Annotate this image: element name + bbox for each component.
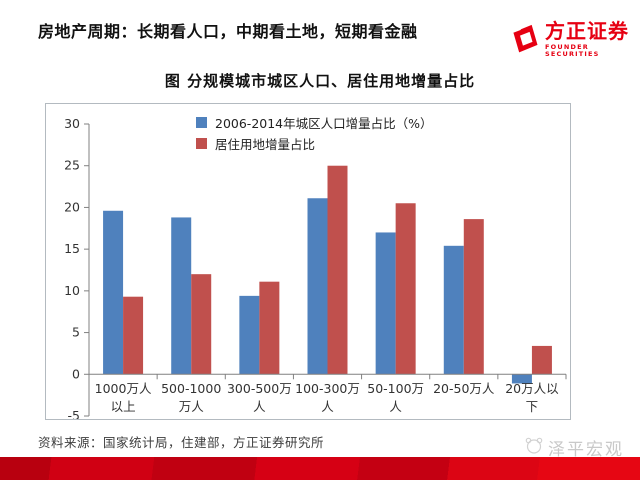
legend-swatch-red (196, 138, 207, 149)
svg-text:20: 20 (64, 199, 80, 214)
svg-text:30: 30 (64, 116, 80, 131)
svg-text:1000万人: 1000万人 (95, 381, 152, 396)
svg-text:5: 5 (72, 325, 80, 340)
watermark-text: 泽平宏观 (548, 440, 624, 460)
svg-text:25: 25 (64, 158, 80, 173)
svg-text:人: 人 (389, 399, 402, 414)
legend-item-residential-land: 居住用地增量占比 (196, 133, 433, 154)
svg-text:500-1000: 500-1000 (161, 381, 221, 396)
svg-text:20-50万人: 20-50万人 (433, 381, 495, 396)
founder-securities-logo: 方正证券 FOUNDER SECURITIES (510, 21, 640, 61)
legend-label: 居住用地增量占比 (215, 137, 316, 152)
svg-text:50-100万: 50-100万 (367, 381, 424, 396)
svg-text:-5: -5 (68, 408, 80, 419)
svg-text:以上: 以上 (111, 399, 136, 414)
svg-text:0: 0 (72, 366, 80, 381)
svg-text:万人: 万人 (179, 399, 205, 414)
legend-label: 2006-2014年城区人口增量占比（%） (215, 116, 433, 131)
svg-text:15: 15 (64, 241, 80, 256)
logo-name: 方正证券 (545, 19, 629, 43)
logo-subtitle: FOUNDER SECURITIES (545, 43, 600, 58)
svg-text:下: 下 (526, 399, 539, 414)
svg-text:100-300万: 100-300万 (295, 381, 360, 396)
chart-title: 图 分规模城市城区人口、居住用地增量占比 (164, 72, 476, 90)
panda-doodle-icon (524, 435, 544, 460)
page-title: 房地产周期：长期看人口，中期看土地，短期看金融 (38, 22, 418, 41)
bottom-red-banner (0, 457, 640, 480)
svg-text:20万人以: 20万人以 (505, 381, 559, 396)
watermark: 泽平宏观 (524, 435, 624, 460)
svg-text:300-500万: 300-500万 (227, 381, 292, 396)
bar-chart: 30 25 20 15 10 5 0 -5 1000万人 以上 500-1000 万人 300-500万… (45, 103, 571, 420)
legend-swatch-blue (196, 117, 207, 128)
data-source-note: 资料来源：国家统计局，住建部，方正证券研究所 (38, 435, 325, 450)
founder-logo-icon (510, 21, 540, 61)
svg-text:人: 人 (253, 399, 266, 414)
svg-text:10: 10 (64, 283, 80, 298)
svg-text:人: 人 (321, 399, 334, 414)
chart-legend: 2006-2014年城区人口增量占比（%） 居住用地增量占比 (196, 112, 433, 154)
legend-item-population: 2006-2014年城区人口增量占比（%） (196, 112, 433, 133)
